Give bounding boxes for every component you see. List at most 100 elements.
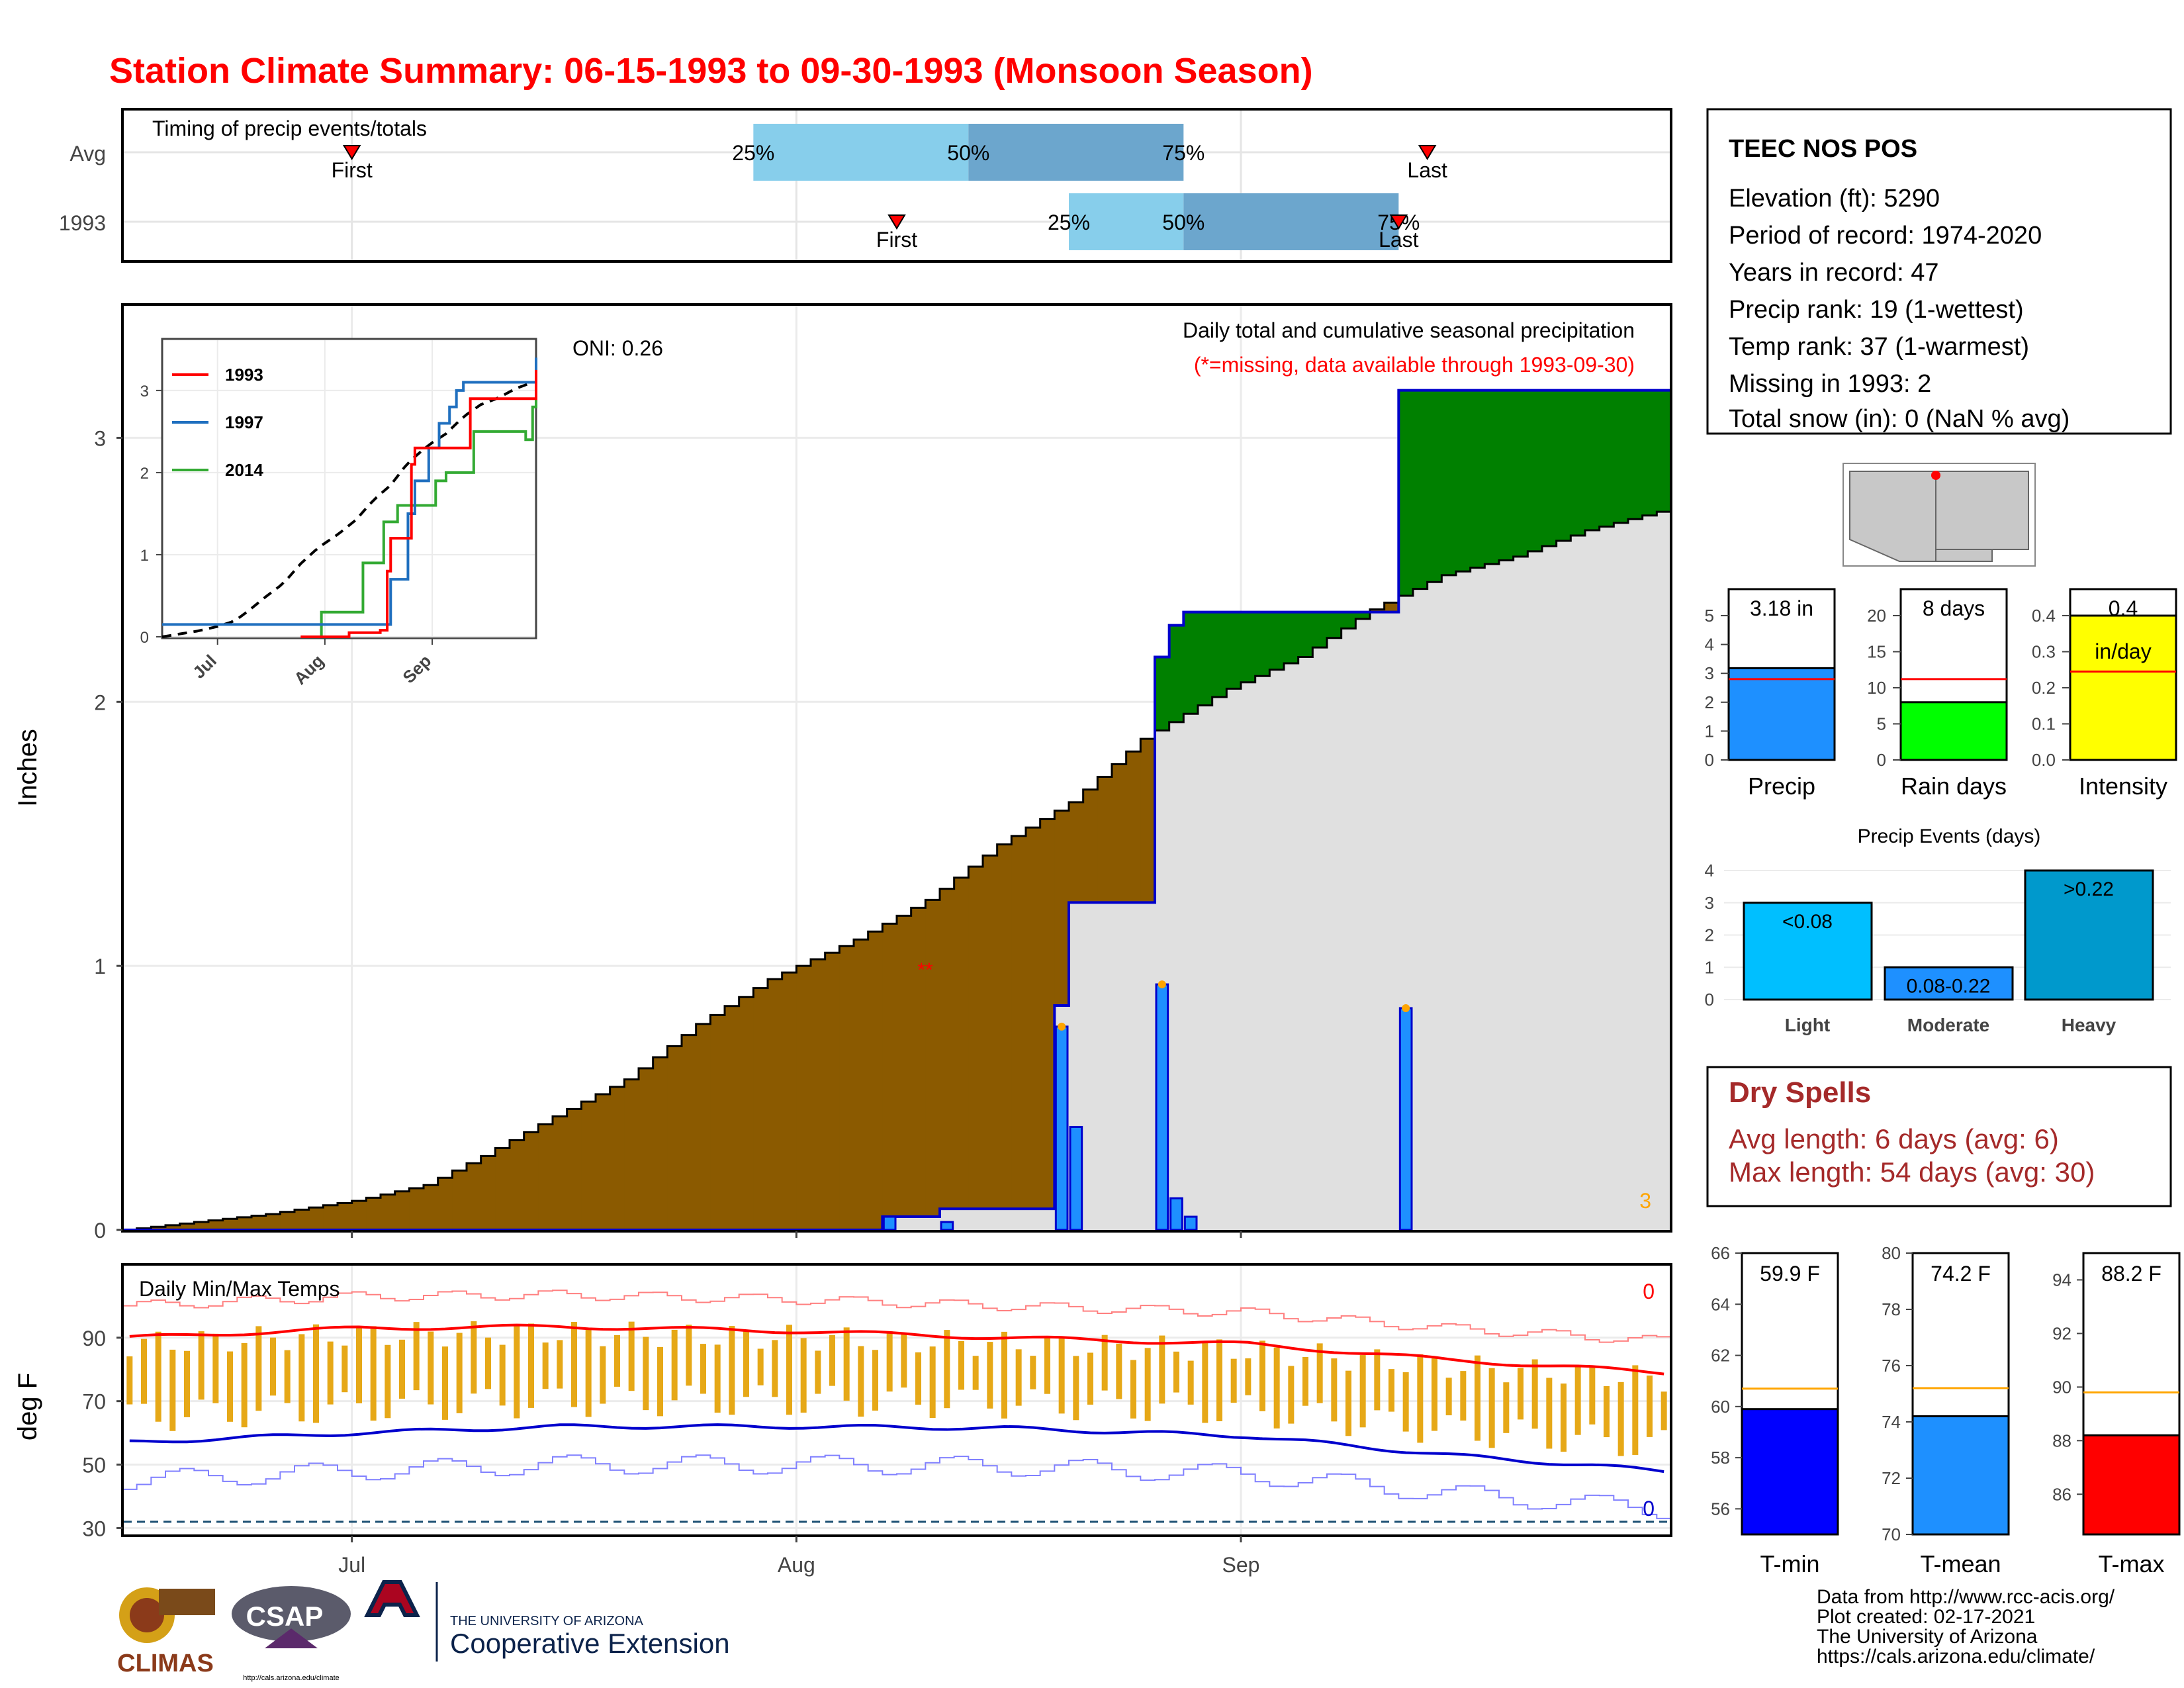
cumulative-deficit-segment (710, 1015, 725, 1230)
temp-summary-y-tick-label: 64 (1711, 1294, 1730, 1314)
cumulative-base-segment (1499, 560, 1514, 1230)
locator-map (1843, 463, 2036, 567)
summary-bar-y-tick-label: 20 (1867, 606, 1886, 626)
temp-daily-range-bar (1617, 1382, 1624, 1456)
temp-daily-range-bar (198, 1331, 205, 1400)
cumulative-deficit-segment (265, 1214, 281, 1230)
cumulative-surplus-segment (1355, 612, 1371, 620)
temp-summary-y-tick-label: 56 (1711, 1499, 1730, 1519)
temp-daily-range-bar (413, 1322, 420, 1391)
cumulative-deficit-segment (165, 1225, 181, 1230)
cumulative-deficit-segment (854, 939, 869, 1230)
daily-precip-peak-dot (1402, 1004, 1410, 1012)
summary-bar-value-label: 8 days (1923, 596, 1985, 620)
station-location-dot (1931, 471, 1940, 480)
daily-precip-bar (940, 1221, 954, 1231)
cumulative-base-segment (997, 1209, 1012, 1230)
cumulative-base-segment (1255, 676, 1270, 1230)
cumulative-base-segment (1298, 657, 1313, 1230)
temp-daily-range-bar (1044, 1337, 1050, 1394)
temp-daily-range-bar (1058, 1336, 1065, 1414)
cumulative-deficit-segment (194, 1222, 209, 1230)
temp-avg-max-line (129, 1323, 1664, 1376)
temp-daily-range-bar (1488, 1368, 1495, 1448)
daily-precip-bar (1054, 1025, 1069, 1231)
temp-summary-value (2082, 1434, 2181, 1536)
events-bar-heavy (2024, 869, 2154, 1001)
timing-q50-q75-bar (1183, 193, 1399, 250)
temp-daily-range-bar (1589, 1366, 1596, 1425)
temp-daily-range-bar (1116, 1343, 1122, 1399)
cumulative-deficit-segment (1054, 810, 1069, 1006)
cumulative-surplus-segment (1470, 390, 1485, 568)
cumulative-base-segment (1327, 637, 1342, 1230)
cumulative-surplus-segment (1513, 390, 1528, 557)
cumulative-base-segment (1470, 567, 1485, 1230)
station-period: Period of record: 1974-2020 (1729, 222, 2042, 250)
cumulative-deficit-segment (1126, 751, 1141, 903)
temp-daily-range-bar (1001, 1331, 1007, 1419)
temp-summary-y-tick-label: 94 (2052, 1270, 2071, 1289)
daily-precip-bar (1169, 1197, 1183, 1231)
daily-precip-bar (1069, 1125, 1083, 1231)
cumulative-deficit-segment (308, 1207, 324, 1230)
temp-x-tick-label: Aug (778, 1553, 815, 1577)
cumulative-base-segment (954, 1209, 969, 1230)
station-missing: Missing in 1993: 2 (1729, 370, 1931, 398)
temp-daily-range-bar (1030, 1356, 1036, 1389)
temp-y-tick-label: 50 (82, 1454, 106, 1477)
cumulative-base-segment (1642, 515, 1657, 1230)
temp-summary-y-tick-label: 66 (1711, 1243, 1730, 1263)
csap-logo-url: http://cals.arizona.edu/climate (243, 1674, 340, 1682)
summary-bar-value (1727, 667, 1836, 761)
temp-summary-t-mean: 74.2 F T-mean 70 72 74 76 78 80 (1882, 1243, 2010, 1577)
cumulative-deficit-segment (495, 1148, 510, 1230)
temp-daily-range-bar (786, 1325, 792, 1415)
temp-daily-range-bar (1159, 1335, 1165, 1404)
cumulative-deficit-segment (351, 1201, 367, 1230)
cumulative-base-segment (1341, 628, 1356, 1230)
temp-summary-y-tick-label: 72 (1882, 1468, 1901, 1488)
temp-daily-range-bar (1574, 1365, 1581, 1435)
temp-daily-range-bar (1460, 1371, 1467, 1421)
cumulative-surplus-segment (1255, 612, 1270, 677)
temp-daily-range-bar (1073, 1356, 1079, 1421)
summary-bar-value (2069, 614, 2177, 761)
temp-daily-range-bar (972, 1356, 979, 1390)
station-snow: Total snow (in): 0 (NaN % avg) (1729, 405, 2070, 433)
temp-daily-range-bar (1402, 1372, 1409, 1432)
temp-daily-range-bar (184, 1350, 190, 1417)
precip-y-axis-label: Inches (13, 729, 42, 807)
summary-bar-y-tick-label: 0.3 (2032, 642, 2056, 662)
timing-last-marker (1389, 214, 1408, 230)
timing-first-marker (342, 145, 361, 160)
temp-summary-y-tick-label: 80 (1882, 1243, 1901, 1263)
dry-spells-title: Dry Spells (1729, 1076, 1871, 1109)
cumulative-deficit-segment (753, 988, 768, 1230)
temp-summary-y-tick-label: 58 (1711, 1448, 1730, 1468)
cumulative-deficit-segment (467, 1163, 482, 1230)
cumulative-deficit-segment (911, 908, 926, 1217)
cumulative-surplus-segment (1527, 390, 1543, 551)
cumulative-base-segment (1355, 619, 1371, 1230)
timing-first-label: First (332, 158, 373, 182)
cumulative-surplus-segment (1441, 390, 1457, 575)
summary-bar-name: Rain days (1901, 773, 2007, 800)
timing-q25-q50-bar (1069, 193, 1184, 250)
cumulative-deficit-segment (811, 959, 826, 1230)
temp-summary-value (1911, 1415, 2010, 1536)
events-title: Precip Events (days) (1858, 825, 2041, 847)
precip-y-ticks: 0 1 2 3 (94, 426, 1242, 1243)
temp-daily-range-bar (1331, 1358, 1338, 1422)
cumulative-base-segment (1427, 582, 1442, 1230)
cumulative-deficit-segment (796, 966, 811, 1230)
temp-daily-range-bar (270, 1337, 276, 1396)
daily-precip-bar (882, 1215, 897, 1231)
summary-bar-value-label: 0.4 (2109, 596, 2138, 620)
daily-precip-bar (1398, 1007, 1413, 1231)
cumulative-surplus-segment (1212, 612, 1227, 697)
cumulative-deficit-segment (581, 1102, 596, 1230)
temp-summary-t-min: 59.9 F T-min 56 58 60 62 64 66 (1711, 1243, 1839, 1577)
cumulative-surplus-segment (1413, 390, 1428, 589)
